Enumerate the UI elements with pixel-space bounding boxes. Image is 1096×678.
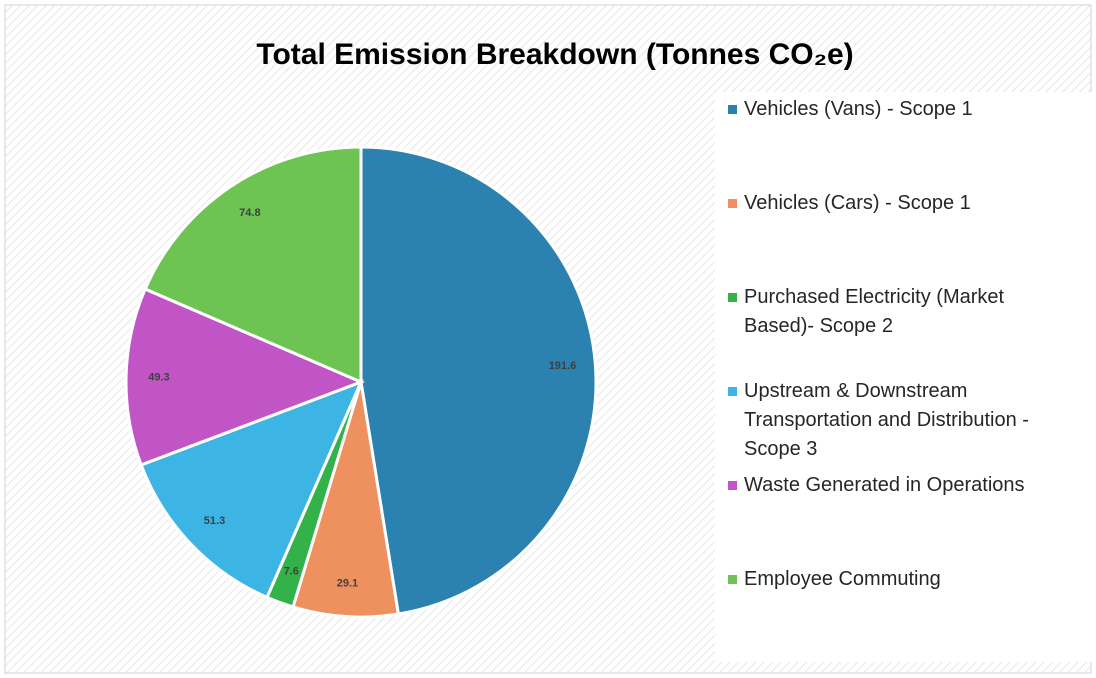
legend-label: Employee Commuting — [744, 568, 941, 590]
legend-swatch — [728, 293, 737, 302]
legend-label: Vehicles (Cars) - Scope 1 — [744, 192, 971, 214]
legend-entry: Vehicles (Cars) - Scope 1 — [728, 189, 1078, 218]
data-label: 74.8 — [239, 207, 260, 219]
legend-label: Purchased Electricity (Market Based)- Sc… — [744, 286, 1005, 337]
data-label: 29.1 — [337, 578, 358, 590]
legend-entry: Waste Generated in Operations — [728, 471, 1078, 500]
legend-entry: Upstream & Downstream Transportation and… — [728, 377, 1078, 464]
data-label: 7.6 — [284, 566, 299, 578]
legend-label: Waste Generated in Operations — [744, 474, 1025, 496]
legend-entry: Employee Commuting — [728, 565, 1078, 594]
legend-swatch — [728, 575, 737, 584]
legend-swatch — [728, 481, 737, 490]
pie-slice — [143, 145, 363, 385]
legend-swatch — [728, 199, 737, 208]
pie: 191.6 29.1 7.6 51.3 49.3 74.8 — [124, 145, 598, 619]
chart-title: Total Emission Breakdown (Tonnes CO₂e) — [256, 38, 853, 71]
legend-swatch — [728, 387, 737, 396]
legend-label: Upstream & Downstream Transportation and… — [744, 380, 1029, 460]
data-label: 51.3 — [204, 515, 225, 527]
data-label: 49.3 — [148, 371, 169, 383]
pie-slice — [139, 379, 364, 600]
pie-slice — [359, 145, 598, 616]
legend-swatch — [728, 105, 737, 114]
legend-label: Vehicles (Vans) - Scope 1 — [744, 98, 973, 120]
data-label: 191.6 — [549, 360, 577, 372]
pie-slice — [291, 381, 401, 619]
pie-slice — [124, 287, 366, 467]
legend-box — [715, 92, 1092, 662]
legend-entry: Purchased Electricity (Market Based)- Sc… — [728, 283, 1078, 341]
legend-entry: Vehicles (Vans) - Scope 1 — [728, 95, 1078, 124]
